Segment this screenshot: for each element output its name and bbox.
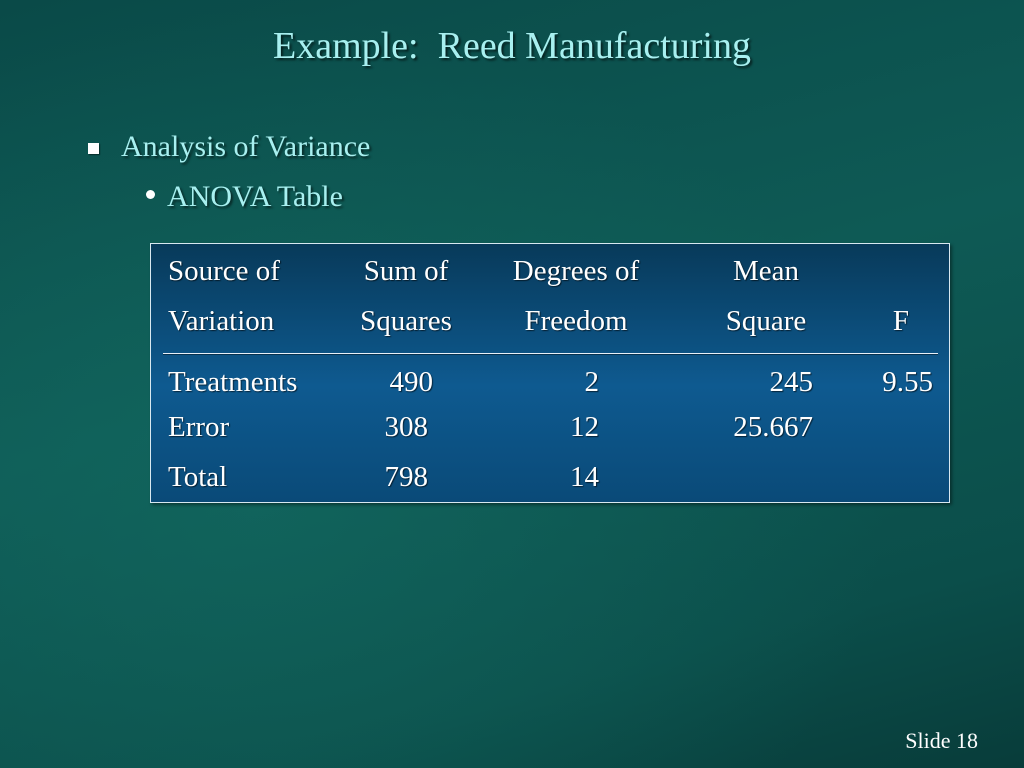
row-error-ss: 308 bbox=[384, 411, 429, 443]
row-total-df: 14 bbox=[570, 461, 599, 493]
row-treatments-f: 9.55 bbox=[882, 366, 933, 398]
header-mean-line1: Mean bbox=[732, 255, 800, 287]
header-df-line2: Freedom bbox=[524, 305, 628, 337]
header-df-line1: Degrees of bbox=[512, 255, 640, 287]
row-total-ss: 798 bbox=[384, 461, 429, 493]
header-mean-line2: Square bbox=[725, 305, 807, 337]
header-f-line2: F bbox=[892, 305, 910, 337]
row-total-source: Total bbox=[168, 461, 228, 493]
row-error-source: Error bbox=[168, 411, 230, 443]
table-header-divider bbox=[163, 353, 938, 354]
bullet-level-2-text: ANOVA Table bbox=[167, 180, 343, 213]
slide-number: Slide 18 bbox=[905, 728, 978, 753]
row-treatments-ss: 490 bbox=[389, 366, 434, 398]
bullet-level-1-text: Analysis of Variance bbox=[121, 130, 371, 163]
row-error-df: 12 bbox=[570, 411, 599, 443]
header-source-line2: Variation bbox=[168, 305, 275, 337]
anova-table: Source of Sum of Degrees of Mean Variati… bbox=[150, 243, 950, 503]
dot-bullet-icon bbox=[146, 189, 155, 199]
bullet-level-1: Analysis of Variance bbox=[88, 130, 370, 164]
row-treatments-ms: 245 bbox=[769, 366, 814, 398]
slide-title: Example: Reed Manufacturing bbox=[272, 25, 751, 67]
header-sum-line1: Sum of bbox=[363, 255, 449, 287]
square-bullet-icon bbox=[88, 142, 99, 154]
row-treatments-df: 2 bbox=[584, 366, 600, 398]
bullet-level-2: ANOVA Table bbox=[146, 180, 343, 214]
row-error-ms: 25.667 bbox=[733, 411, 813, 443]
row-treatments-source: Treatments bbox=[168, 366, 298, 398]
header-source-line1: Source of bbox=[168, 255, 280, 287]
header-sum-line2: Squares bbox=[360, 305, 452, 337]
